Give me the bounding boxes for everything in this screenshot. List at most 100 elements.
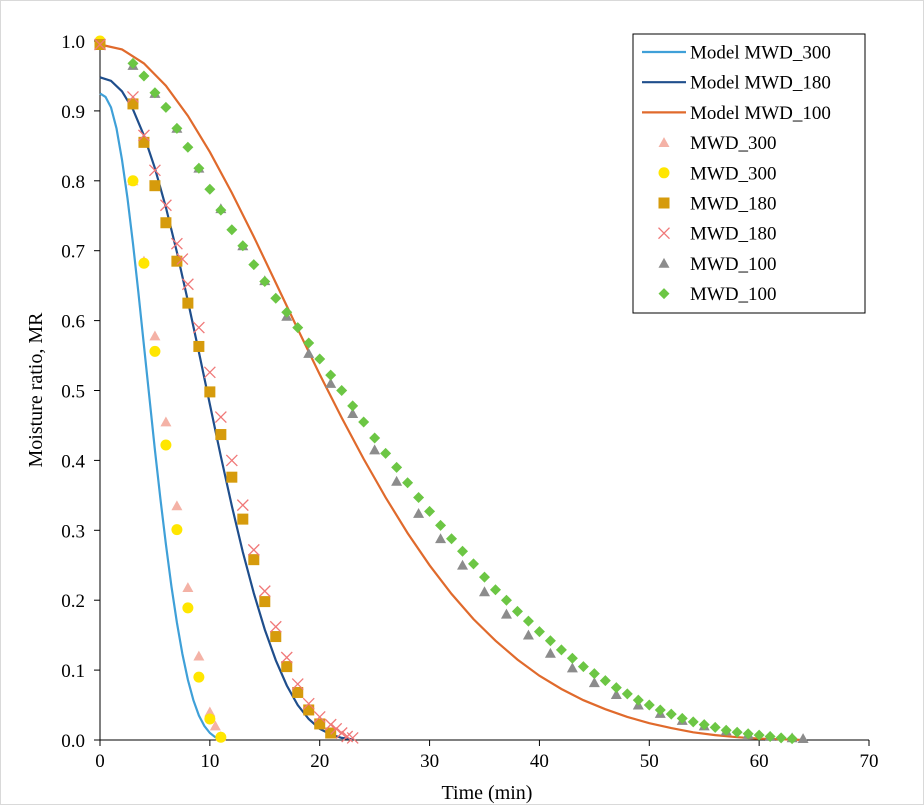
data-point-mwd-180-cross-stroke: [236, 499, 249, 512]
data-point-mwd-100-diamond: [544, 635, 556, 647]
data-point-mwd-300-circle: [215, 731, 227, 743]
data-point-mwd-180-cross: [159, 199, 172, 212]
data-point-mwd-100-triangle: [347, 408, 359, 418]
data-point-mwd-100-diamond: [511, 605, 523, 617]
data-point-mwd-100-diamond: [435, 519, 447, 531]
data-point-mwd-100-diamond: [281, 306, 293, 318]
data-point-mwd-100-diamond: [204, 183, 216, 195]
data-point-mwd-100-diamond: [292, 322, 304, 334]
data-point-mwd-180-cross: [176, 253, 189, 266]
data-point-mwd-100-diamond: [358, 416, 370, 428]
data-point-mwd-180-cross: [170, 237, 183, 250]
data-point-mwd-100-diamond: [303, 337, 315, 349]
data-point-mwd-180-cross: [203, 366, 216, 379]
data-point-mwd-180-square: [215, 429, 227, 441]
data-point-mwd-180-cross: [330, 722, 343, 735]
data-point-mwd-180-cross-stroke: [192, 321, 205, 334]
data-point-mwd-300-triangle: [204, 706, 216, 717]
data-point-mwd-180-cross: [148, 164, 161, 177]
y-tick-label: 1.0: [61, 32, 85, 53]
data-point-mwd-100-diamond: [237, 240, 249, 252]
data-point-mwd-100-diamond: [489, 584, 501, 596]
data-point-mwd-100-diamond: [610, 682, 622, 694]
data-point-mwd-180-cross-stroke: [330, 722, 343, 735]
y-tick-label: 0.2: [61, 591, 85, 612]
y-tick-label: 0.6: [61, 312, 85, 333]
data-point-mwd-100-triangle: [479, 586, 490, 597]
data-point-mwd-100-diamond: [599, 675, 611, 687]
legend-label: Model MWD_300: [690, 43, 831, 64]
data-point-mwd-100-triangle: [566, 662, 578, 673]
x-tick-label: 30: [420, 751, 439, 772]
data-point-mwd-100-diamond: [775, 732, 787, 744]
legend: Model MWD_300 Model MWD_180 Model MWD_100 M…: [632, 33, 866, 314]
data-point-mwd-180-cross-stroke: [341, 730, 354, 743]
data-point-mwd-180-cross-stroke: [214, 411, 227, 424]
y-axis-title: Moisture ratio, MR: [25, 312, 47, 468]
data-point-mwd-180-square: [127, 98, 139, 110]
legend-marker-swatch: [658, 197, 670, 209]
data-point-mwd-300-circle: [193, 671, 205, 683]
y-tick-label: 0.8: [61, 172, 85, 193]
data-point-mwd-100-diamond: [588, 668, 600, 680]
data-point-mwd-180-square: [325, 727, 337, 739]
data-point-mwd-180-square: [204, 386, 216, 398]
data-point-mwd-180-square: [314, 718, 326, 730]
data-point-mwd-100-diamond: [665, 708, 677, 720]
data-point-mwd-100-diamond: [347, 400, 359, 412]
data-point-mwd-180-cross-stroke: [203, 366, 216, 379]
data-point-mwd-100-diamond: [742, 728, 754, 740]
y-tick-label: 0.0: [61, 731, 85, 752]
data-point-mwd-180-square: [226, 471, 238, 483]
data-point-mwd-100-diamond: [566, 652, 578, 664]
data-point-mwd-180-cross-stroke: [269, 620, 282, 633]
data-point-mwd-100-diamond: [786, 733, 798, 745]
data-point-mwd-100-diamond: [259, 275, 271, 287]
data-point-mwd-100-diamond: [643, 699, 655, 711]
data-point-mwd-100-triangle: [391, 475, 403, 486]
x-tick-label: 50: [640, 751, 659, 772]
data-point-mwd-180-cross-stroke: [181, 278, 194, 291]
data-point-mwd-300-circle: [204, 713, 216, 725]
data-point-mwd-100-diamond: [193, 162, 205, 174]
data-point-mwd-180-cross: [225, 454, 238, 467]
data-point-mwd-100-triangle: [369, 444, 381, 455]
data-point-mwd-180-cross-stroke: [159, 199, 172, 212]
data-point-mwd-180-cross: [291, 678, 304, 691]
data-point-mwd-100-diamond: [402, 477, 414, 489]
y-tick-label: 0.4: [61, 451, 85, 472]
legend-box: [632, 33, 866, 314]
legend-label: MWD_300: [690, 163, 777, 184]
data-point-mwd-180-square: [182, 297, 194, 309]
data-point-mwd-100-diamond: [709, 721, 721, 733]
x-tick-label: 20: [310, 751, 329, 772]
data-point-mwd-300-triangle: [171, 500, 183, 511]
data-point-mwd-100-diamond: [182, 141, 194, 153]
data-point-mwd-180-cross: [181, 278, 194, 291]
data-point-mwd-180-cross-stroke: [94, 38, 106, 51]
legend-marker-swatch: [658, 137, 670, 147]
data-point-mwd-100-diamond: [270, 292, 282, 304]
data-point-mwd-100-diamond: [753, 729, 765, 741]
series-line-model-mwd-180: [99, 76, 353, 741]
x-tick-label: 10: [200, 751, 219, 772]
data-point-mwd-100-triangle: [303, 347, 315, 358]
y-tick-label: 0.7: [61, 242, 85, 263]
series-line-model-mwd-300: [99, 92, 222, 741]
data-point-mwd-100-diamond: [127, 57, 139, 69]
model-lines: [99, 43, 804, 742]
data-point-mwd-100-diamond: [687, 716, 699, 728]
data-point-mwd-100-diamond: [380, 447, 392, 459]
y-tick-label: 0.9: [61, 102, 85, 123]
data-point-mwd-300-triangle: [160, 416, 172, 427]
data-point-mwd-100-diamond: [764, 731, 776, 743]
data-point-mwd-180-cross: [269, 620, 282, 633]
data-point-mwd-100-diamond: [325, 369, 337, 381]
data-markers: [94, 35, 809, 745]
data-point-mwd-100-diamond: [522, 615, 534, 627]
legend-label: MWD_180: [690, 194, 777, 215]
data-point-mwd-100-diamond: [676, 712, 688, 724]
data-point-mwd-180-square: [149, 180, 161, 192]
data-point-mwd-100-diamond: [621, 688, 633, 700]
